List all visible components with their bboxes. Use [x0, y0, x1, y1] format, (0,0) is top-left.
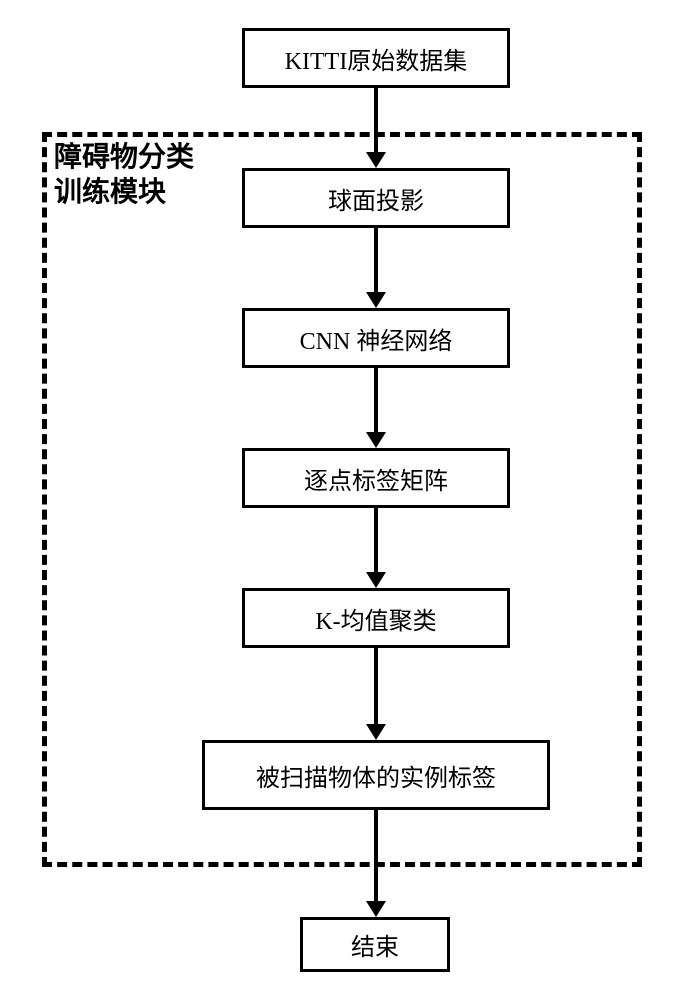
node-kmeans: K-均值聚类 [242, 588, 510, 648]
node-label: KITTI原始数据集 [285, 41, 468, 76]
module-label-line2: 训练模块 [54, 177, 166, 208]
node-label: 逐点标签矩阵 [304, 461, 448, 496]
node-label: CNN 神经网络 [300, 321, 453, 356]
node-instance-labels: 被扫描物体的实例标签 [202, 740, 550, 810]
node-label: K-均值聚类 [315, 601, 436, 636]
node-spherical-projection: 球面投影 [242, 168, 510, 228]
module-label: 障碍物分类 训练模块 [52, 140, 196, 210]
node-kitti-dataset: KITTI原始数据集 [242, 28, 510, 88]
module-label-line1: 障碍物分类 [54, 142, 194, 173]
node-cnn: CNN 神经网络 [242, 308, 510, 368]
node-pointwise-label-matrix: 逐点标签矩阵 [242, 448, 510, 508]
node-label: 被扫描物体的实例标签 [256, 758, 496, 793]
node-label: 结束 [351, 927, 399, 962]
node-end: 结束 [300, 917, 450, 972]
node-label: 球面投影 [328, 181, 424, 216]
